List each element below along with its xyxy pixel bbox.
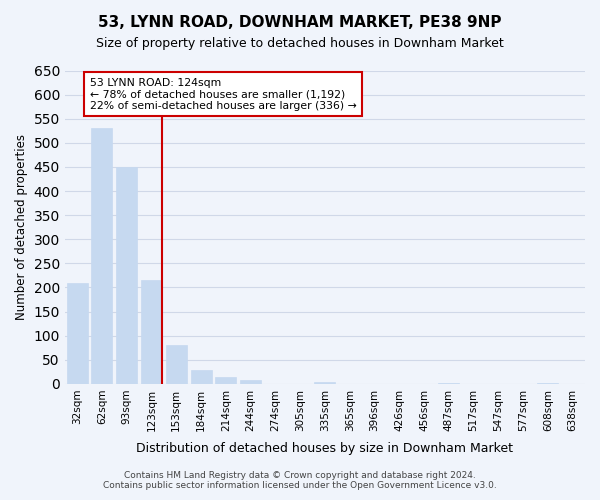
Text: 53 LYNN ROAD: 124sqm
← 78% of detached houses are smaller (1,192)
22% of semi-de: 53 LYNN ROAD: 124sqm ← 78% of detached h… xyxy=(89,78,356,111)
X-axis label: Distribution of detached houses by size in Downham Market: Distribution of detached houses by size … xyxy=(136,442,514,455)
Bar xyxy=(240,380,261,384)
Bar xyxy=(141,280,162,384)
Bar xyxy=(314,382,335,384)
Bar xyxy=(215,376,236,384)
Bar xyxy=(91,128,112,384)
Y-axis label: Number of detached properties: Number of detached properties xyxy=(15,134,28,320)
Text: Contains HM Land Registry data © Crown copyright and database right 2024.
Contai: Contains HM Land Registry data © Crown c… xyxy=(103,470,497,490)
Bar xyxy=(67,282,88,384)
Text: Size of property relative to detached houses in Downham Market: Size of property relative to detached ho… xyxy=(96,38,504,51)
Bar xyxy=(116,167,137,384)
Text: 53, LYNN ROAD, DOWNHAM MARKET, PE38 9NP: 53, LYNN ROAD, DOWNHAM MARKET, PE38 9NP xyxy=(98,15,502,30)
Bar xyxy=(191,370,212,384)
Bar xyxy=(166,346,187,384)
